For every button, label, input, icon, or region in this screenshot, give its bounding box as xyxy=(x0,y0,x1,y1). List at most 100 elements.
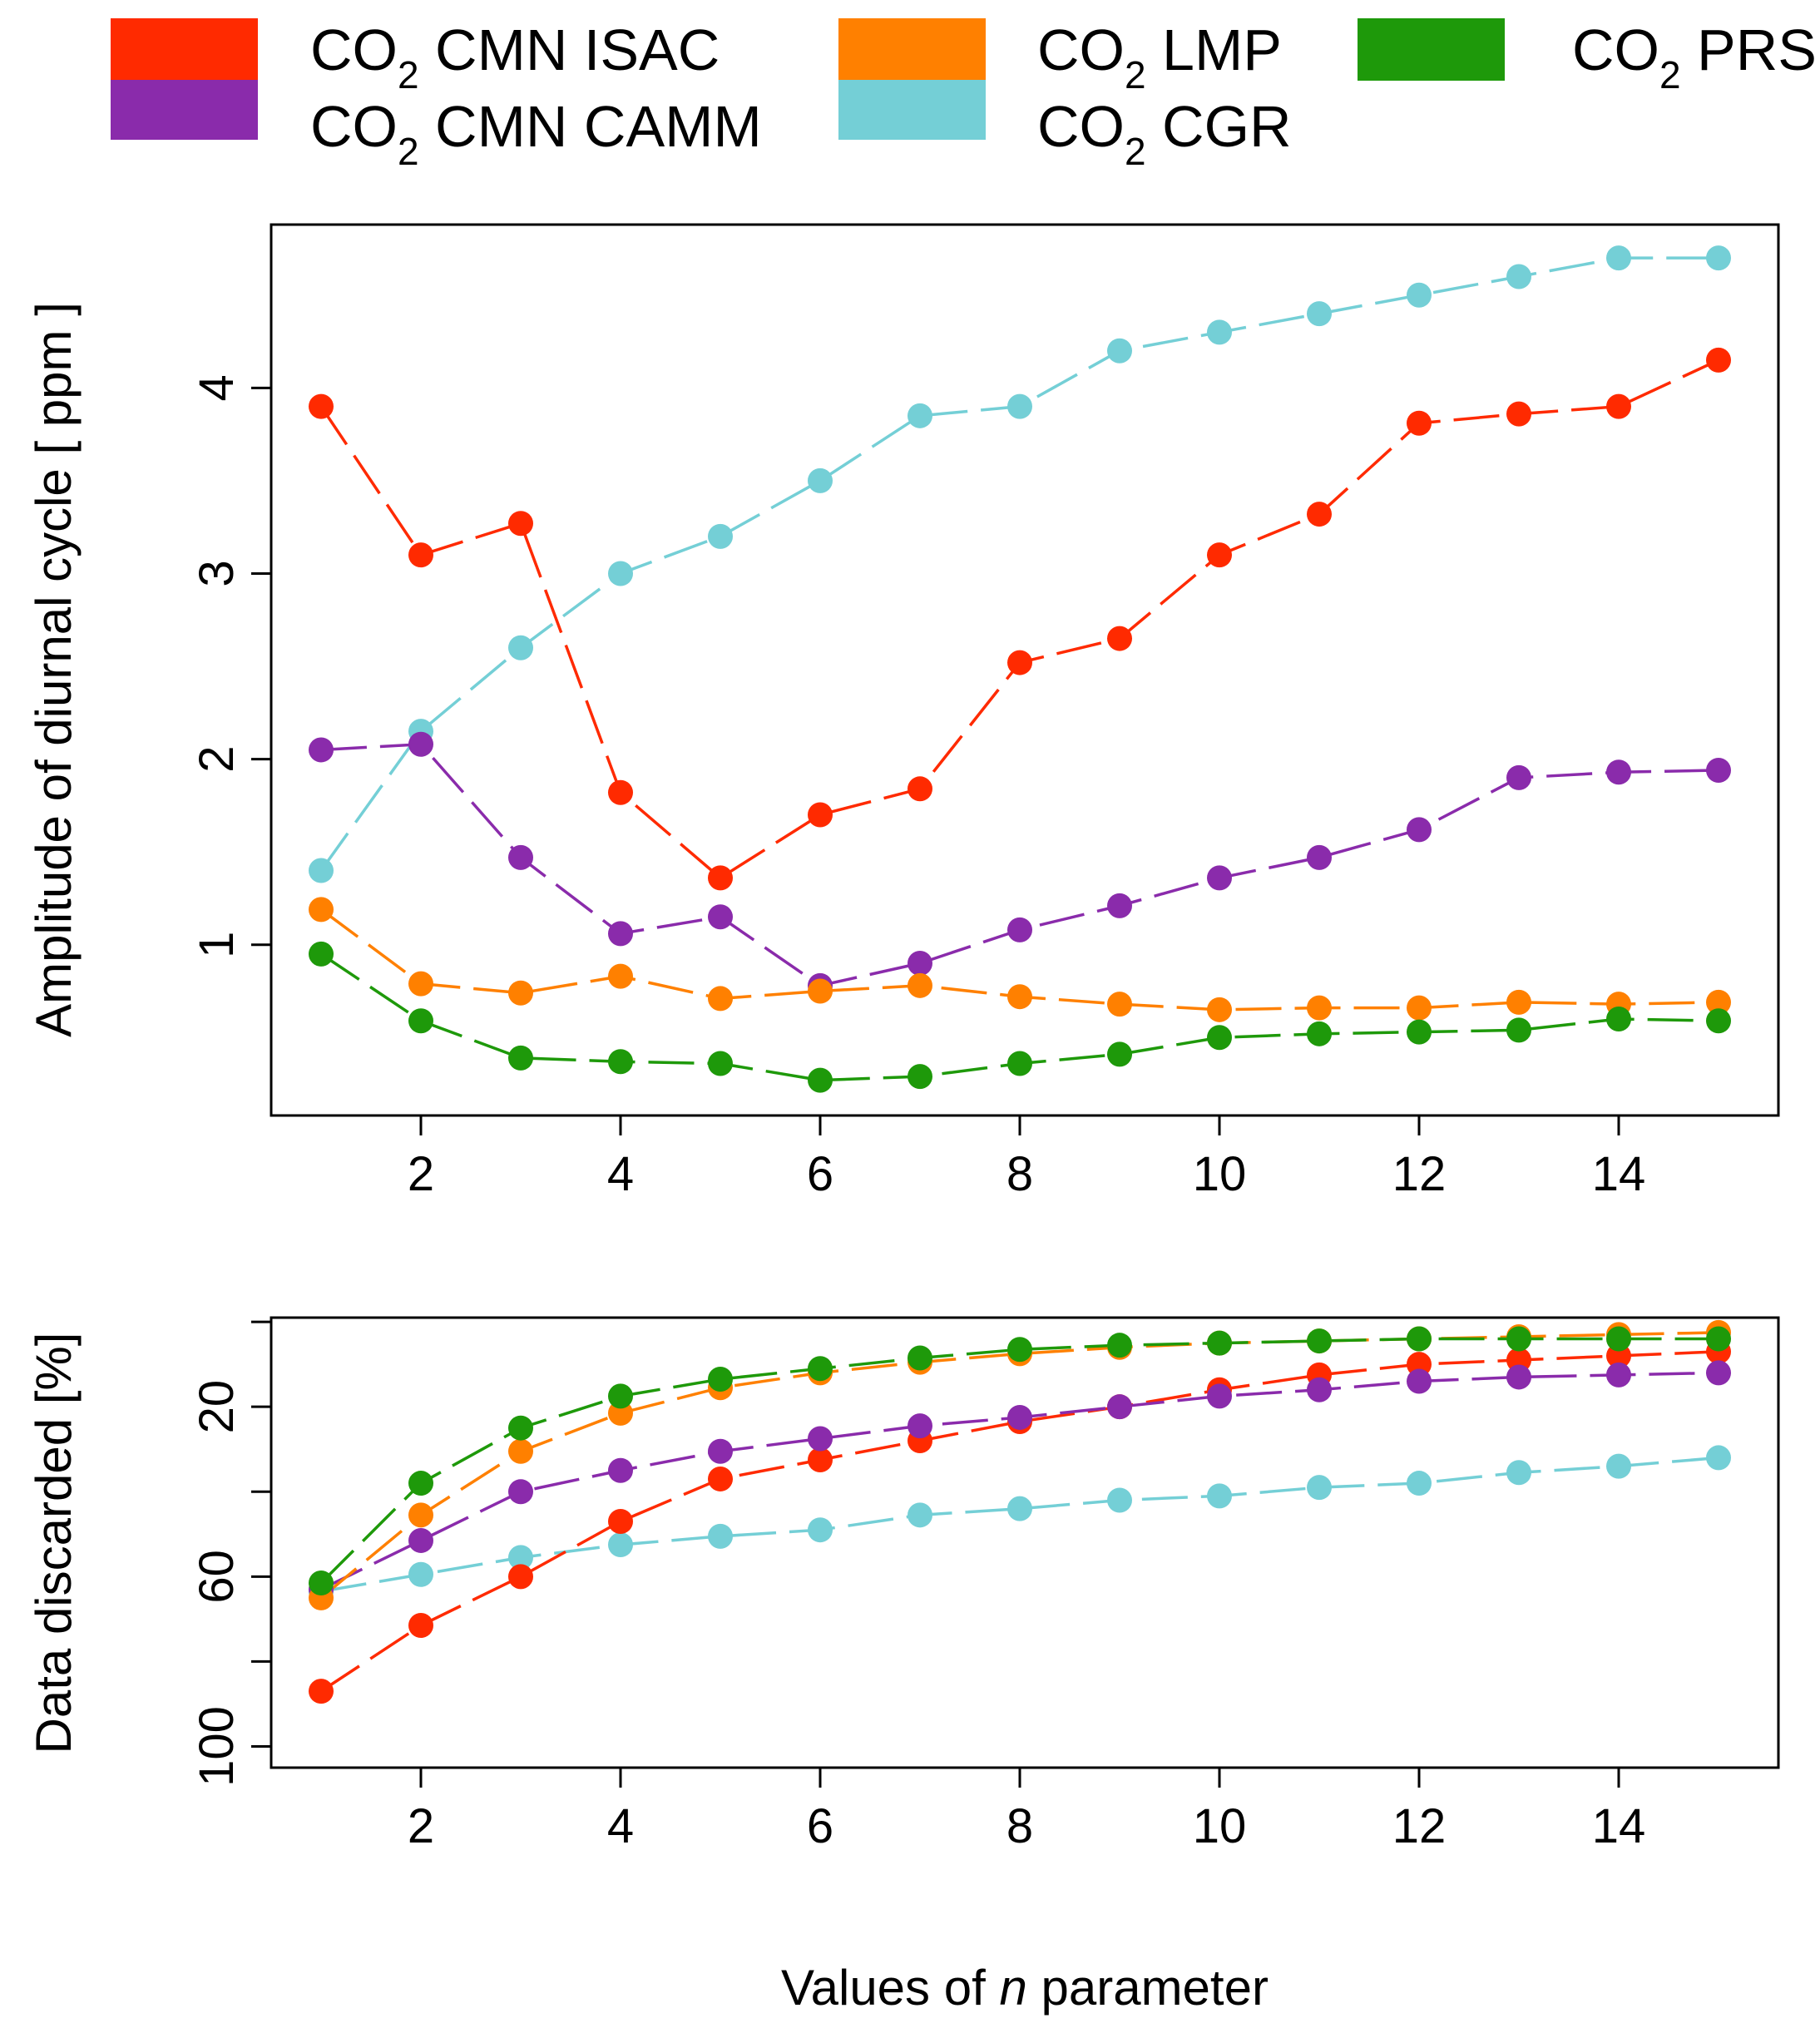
amplitude-point-cgr xyxy=(1107,338,1132,364)
amplitude-x-tick-label: 6 xyxy=(807,1147,833,1201)
amplitude-point-cgr xyxy=(808,467,833,493)
discarded-point-prs xyxy=(309,1570,334,1595)
discarded-point-cmn-camm xyxy=(1007,1404,1032,1430)
amplitude-point-prs xyxy=(1506,1017,1531,1043)
amplitude-x-tick-label: 2 xyxy=(408,1147,434,1201)
legend: CO2 CMN ISAC CO2 CMN CAMM CO2 LMP CO2 CG… xyxy=(111,17,1817,173)
legend-label-cmn-camm: CO2 CMN CAMM xyxy=(310,94,762,173)
amplitude-x-tick-label: 14 xyxy=(1592,1147,1646,1201)
discarded-y-tick-label: 20 xyxy=(190,1380,244,1434)
discarded-series-points xyxy=(309,1319,1731,1704)
amplitude-series-line-cmn-isac xyxy=(319,359,1719,880)
discarded-point-prs xyxy=(1606,1326,1631,1352)
amplitude-point-lmp xyxy=(1706,989,1731,1015)
amplitude-point-prs xyxy=(708,1051,733,1076)
discarded-point-lmp xyxy=(508,1438,533,1464)
discarded-y-tick-label: 100 xyxy=(190,1706,244,1787)
discarded-point-cmn-camm xyxy=(1506,1364,1531,1390)
discarded-point-cgr xyxy=(1107,1487,1132,1513)
discarded-point-cmn-isac xyxy=(608,1508,633,1534)
amplitude-point-cgr xyxy=(1307,301,1332,327)
amplitude-y-tick-label: 1 xyxy=(190,932,244,958)
amplitude-point-cmn-camm xyxy=(1706,757,1731,783)
legend-swatch-lmp xyxy=(838,18,986,81)
amplitude-y-tick-label: 2 xyxy=(190,745,244,772)
amplitude-point-cmn-camm xyxy=(1307,844,1332,870)
discarded-point-prs xyxy=(908,1345,932,1371)
amplitude-point-cmn-isac xyxy=(908,776,932,802)
amplitude-point-cgr xyxy=(508,635,533,660)
amplitude-point-cmn-camm xyxy=(408,731,433,757)
discarded-point-cgr xyxy=(608,1532,633,1558)
discarded-point-prs xyxy=(1506,1326,1531,1352)
discarded-point-prs xyxy=(1307,1328,1332,1354)
amplitude-point-cgr xyxy=(1007,393,1032,419)
amplitude-point-prs xyxy=(1307,1021,1332,1046)
amplitude-point-prs xyxy=(908,1064,932,1090)
discarded-point-cmn-camm xyxy=(1706,1360,1731,1386)
discarded-point-cmn-camm xyxy=(1407,1368,1432,1394)
discarded-point-cmn-camm xyxy=(608,1457,633,1483)
discarded-point-cmn-isac xyxy=(408,1613,433,1639)
discarded-point-prs xyxy=(1007,1337,1032,1363)
amplitude-point-cmn-camm xyxy=(1007,917,1032,942)
discarded-point-cgr xyxy=(1307,1475,1332,1501)
amplitude-point-prs xyxy=(1706,1008,1731,1034)
discarded-x-tick-label: 2 xyxy=(408,1799,434,1853)
discarded-point-cgr xyxy=(508,1545,533,1571)
legend-label-lmp: CO2 LMP xyxy=(1037,17,1282,96)
amplitude-point-cgr xyxy=(1207,319,1232,345)
legend-label-prs: CO2 PRS xyxy=(1572,17,1817,96)
amplitude-point-lmp xyxy=(1007,984,1032,1010)
legend-swatch-cmn-isac xyxy=(111,18,258,81)
discarded-point-cgr xyxy=(1207,1483,1232,1509)
amplitude-x-tick-label: 4 xyxy=(607,1147,634,1201)
amplitude-point-prs xyxy=(1207,1025,1232,1051)
amplitude-point-lmp xyxy=(508,980,533,1006)
amplitude-series-points xyxy=(309,245,1731,1093)
discarded-y-tick-label: 60 xyxy=(190,1550,244,1604)
amplitude-x-axis: 2 4 6 8 10 12 14 xyxy=(408,1115,1645,1201)
amplitude-point-cmn-camm xyxy=(1606,759,1631,785)
amplitude-point-cmn-camm xyxy=(908,951,932,977)
amplitude-point-cmn-camm xyxy=(1107,893,1132,918)
amplitude-point-cmn-isac xyxy=(808,802,833,828)
amplitude-x-tick-label: 8 xyxy=(1006,1147,1033,1201)
amplitude-point-prs xyxy=(1007,1051,1032,1076)
amplitude-point-cgr xyxy=(708,523,733,549)
discarded-point-cgr xyxy=(1506,1460,1531,1486)
amplitude-point-prs xyxy=(1107,1041,1132,1067)
discarded-point-cgr xyxy=(908,1502,932,1528)
amplitude-point-lmp xyxy=(908,972,932,998)
amplitude-point-cmn-camm xyxy=(1407,817,1432,843)
amplitude-point-lmp xyxy=(309,897,334,923)
amplitude-point-cgr xyxy=(309,858,334,883)
discarded-point-cgr xyxy=(708,1523,733,1549)
amplitude-point-cmn-isac xyxy=(1207,542,1232,568)
legend-label-cgr: CO2 CGR xyxy=(1037,94,1292,173)
discarded-point-cmn-camm xyxy=(1107,1394,1132,1420)
data-discarded-panel: 2 4 6 8 10 12 14 20 60 100 Data discarded [%] xyxy=(26,1316,1780,1853)
discarded-point-cmn-isac xyxy=(808,1447,833,1472)
discarded-point-prs xyxy=(408,1471,433,1496)
amplitude-point-prs xyxy=(309,941,334,967)
discarded-point-cmn-camm xyxy=(1606,1362,1631,1387)
legend-swatch-cmn-camm xyxy=(111,80,258,140)
amplitude-point-cmn-camm xyxy=(1207,865,1232,891)
discarded-point-cmn-camm xyxy=(408,1527,433,1553)
amplitude-y-tick-label: 4 xyxy=(190,374,244,401)
amplitude-y-tick-label: 3 xyxy=(190,560,244,586)
discarded-point-cmn-camm xyxy=(908,1413,932,1439)
amplitude-point-lmp xyxy=(608,963,633,989)
discarded-point-prs xyxy=(508,1415,533,1441)
discarded-point-cgr xyxy=(1706,1445,1731,1471)
amplitude-point-prs xyxy=(808,1067,833,1093)
amplitude-point-cmn-isac xyxy=(1706,347,1731,373)
amplitude-point-lmp xyxy=(708,986,733,1012)
legend-label-cmn-isac: CO2 CMN ISAC xyxy=(310,17,720,96)
amplitude-y-axis-label: Amplitude of diurnal cycle [ ppm ] xyxy=(26,302,82,1037)
amplitude-point-lmp xyxy=(1207,997,1232,1022)
discarded-series-line-cmn-isac xyxy=(320,1350,1719,1693)
